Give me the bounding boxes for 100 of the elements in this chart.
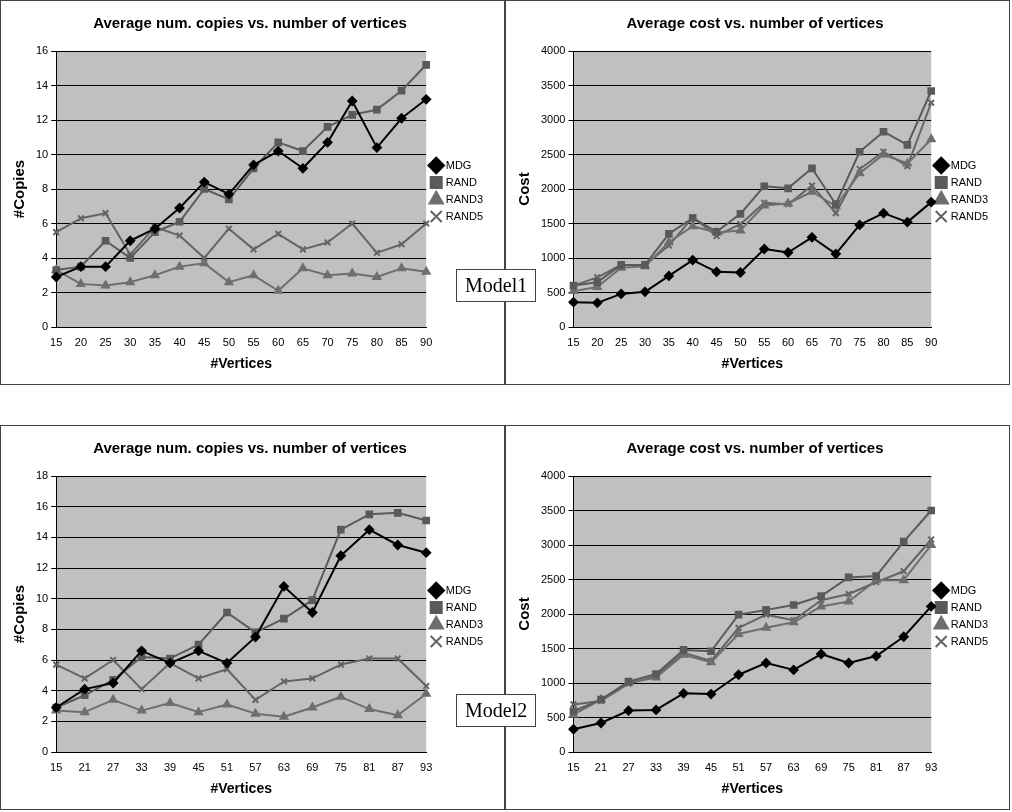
x-tick-label: 40 <box>173 335 186 348</box>
chart-title: Average cost vs. number of vertices <box>626 14 884 32</box>
legend-label: MDG <box>445 158 472 171</box>
x-tick-label: 27 <box>107 760 120 773</box>
x-tick-label: 33 <box>649 760 663 773</box>
chart-title: Average num. copies vs. number of vertices <box>93 14 407 32</box>
x-axis-title: #Vertices <box>721 780 784 797</box>
x-tick-label: 63 <box>277 760 291 773</box>
x-tick-label: 21 <box>78 760 91 773</box>
y-tick-label: 4 <box>42 683 49 696</box>
x-tick-label: 70 <box>829 335 842 348</box>
x-tick-label: 50 <box>222 335 236 348</box>
x-tick-label: 15 <box>567 760 580 773</box>
x-tick-label: 70 <box>321 335 334 348</box>
y-tick-label: 3000 <box>540 538 566 551</box>
x-tick-label: 57 <box>759 760 773 773</box>
legend-label: RAND <box>950 600 982 613</box>
y-tick-label: 1000 <box>540 676 566 689</box>
x-tick-label: 75 <box>842 760 855 773</box>
y-tick-label: 2 <box>42 714 49 727</box>
text: Model2 <box>456 694 537 727</box>
y-tick-label: 3500 <box>540 503 566 516</box>
x-tick-label: 45 <box>704 760 718 773</box>
x-tick-label: 85 <box>901 335 914 348</box>
y-tick-label: 3500 <box>540 78 566 91</box>
legend-label: MDG <box>950 158 977 171</box>
y-axis-title: Cost <box>515 597 533 631</box>
y-tick-label: 6 <box>42 216 49 229</box>
legend-label: RAND3 <box>445 192 484 205</box>
x-tick-label: 33 <box>135 760 148 773</box>
legend-label: RAND5 <box>445 209 484 222</box>
x-tick-label: 50 <box>734 335 747 348</box>
x-tick-label: 80 <box>370 335 384 348</box>
legend-label: RAND3 <box>950 617 989 630</box>
y-tick-label: 8 <box>42 622 49 635</box>
x-tick-label: 80 <box>877 335 890 348</box>
x-tick-label: 57 <box>249 760 262 773</box>
y-tick-label: 0 <box>42 320 49 333</box>
x-tick-label: 25 <box>99 335 112 348</box>
y-tick-label: 4 <box>42 251 49 264</box>
text: Model1 <box>456 269 537 302</box>
legend-label: RAND3 <box>445 617 484 630</box>
y-tick-label: 2000 <box>540 607 566 620</box>
y-tick-label: 12 <box>35 561 49 574</box>
x-tick-label: 85 <box>395 335 408 348</box>
x-tick-label: 21 <box>594 760 608 773</box>
legend-label: RAND <box>445 600 477 613</box>
y-tick-label: 14 <box>35 78 49 91</box>
y-tick-label: 10 <box>35 147 49 160</box>
y-axis-title: #Copies <box>10 159 28 219</box>
x-axis-title: #Vertices <box>210 355 273 372</box>
y-tick-label: 2 <box>42 285 49 298</box>
x-tick-label: 87 <box>391 760 404 773</box>
x-tick-label: 45 <box>710 335 723 348</box>
x-tick-label: 39 <box>163 760 177 773</box>
y-tick-label: 0 <box>559 320 566 333</box>
x-tick-label: 15 <box>567 335 580 348</box>
legend-label: RAND3 <box>950 192 989 205</box>
y-axis-title: Cost <box>515 172 533 206</box>
x-tick-label: 69 <box>815 760 828 773</box>
x-tick-label: 51 <box>732 760 745 773</box>
x-tick-label: 93 <box>420 760 433 773</box>
x-tick-label: 75 <box>853 335 866 348</box>
x-tick-label: 81 <box>870 760 883 773</box>
y-tick-label: 6 <box>42 653 49 666</box>
y-tick-label: 1500 <box>540 216 566 229</box>
y-tick-label: 1500 <box>540 641 566 654</box>
legend-label: MDG <box>445 583 472 596</box>
x-tick-label: 65 <box>296 335 310 348</box>
y-tick-label: 0 <box>559 745 566 758</box>
y-tick-label: 0 <box>42 745 49 758</box>
y-tick-label: 8 <box>42 182 49 195</box>
x-tick-label: 35 <box>662 335 675 348</box>
x-tick-label: 90 <box>925 335 938 348</box>
x-tick-label: 20 <box>74 335 88 348</box>
y-axis-title: #Copies <box>10 584 28 644</box>
x-tick-label: 27 <box>622 760 635 773</box>
legend-label: RAND5 <box>950 209 989 222</box>
x-tick-label: 75 <box>346 335 359 348</box>
x-tick-label: 30 <box>124 335 137 348</box>
legend-label: RAND5 <box>950 634 989 647</box>
y-tick-label: 2500 <box>540 147 566 160</box>
legend-label: RAND <box>950 175 982 188</box>
legend-label: MDG <box>950 583 977 596</box>
x-tick-label: 20 <box>591 335 604 348</box>
legend-label: RAND <box>445 175 477 188</box>
x-axis-title: #Vertices <box>721 355 784 372</box>
y-tick-label: 12 <box>35 113 49 126</box>
x-tick-label: 35 <box>148 335 162 348</box>
y-tick-label: 500 <box>547 710 566 723</box>
x-tick-label: 69 <box>306 760 319 773</box>
x-axis-title: #Vertices <box>210 780 273 797</box>
y-tick-label: 1000 <box>540 251 566 264</box>
x-tick-label: 87 <box>897 760 910 773</box>
x-tick-label: 81 <box>363 760 376 773</box>
y-tick-label: 16 <box>35 499 49 512</box>
y-tick-label: 14 <box>35 530 49 543</box>
y-tick-label: 2500 <box>540 572 566 585</box>
x-tick-label: 40 <box>686 335 699 348</box>
x-tick-label: 55 <box>758 335 771 348</box>
